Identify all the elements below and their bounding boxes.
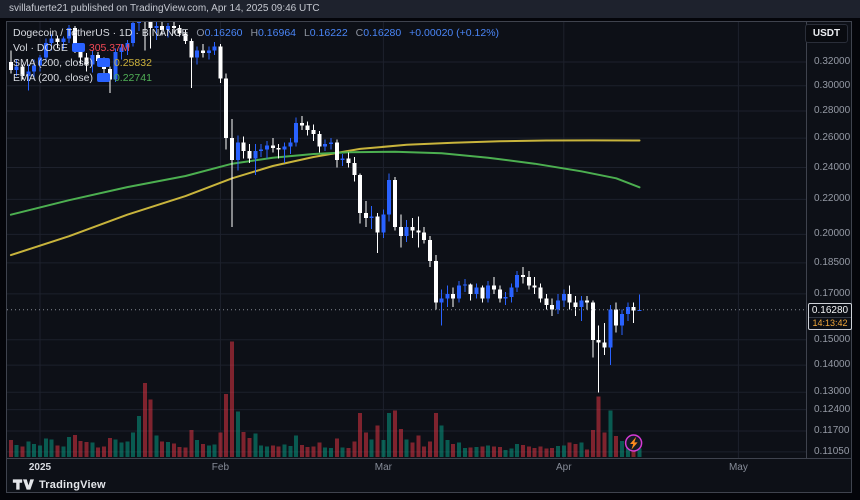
close-label: C xyxy=(355,27,364,39)
low-label: L xyxy=(303,27,310,39)
ema-indicator-label[interactable]: EMA (200, close) xyxy=(13,72,93,84)
price-tick-label: 0.14000 xyxy=(814,359,851,371)
volume-bars xyxy=(8,341,642,457)
price-tick-label: 0.26000 xyxy=(814,132,851,144)
volume-value: 305.37M xyxy=(88,42,130,54)
low-value: 0.16222 xyxy=(309,27,348,39)
ema-value: 0.22741 xyxy=(113,72,152,84)
price-tick-label: 0.30000 xyxy=(814,79,851,91)
price-tick-label: 0.22000 xyxy=(814,193,851,205)
chart-legend: Dogecoin / TetherUS · 1D · BINANCE O0.16… xyxy=(13,26,499,86)
tradingview-logo-icon xyxy=(12,479,34,490)
time-axis-label: 2025 xyxy=(28,462,52,473)
price-tick-label: 0.12400 xyxy=(814,403,851,415)
high-value: 0.16964 xyxy=(258,27,297,39)
open-value: 0.16260 xyxy=(204,27,243,39)
sma-indicator-label[interactable]: SMA (200, close) xyxy=(13,57,93,69)
price-tick-label: 0.11050 xyxy=(814,445,850,457)
time-axis-label: Apr xyxy=(556,462,572,473)
last-price-value: 0.16280 xyxy=(811,304,849,316)
ema-200-line xyxy=(9,150,641,216)
time-axis-label: May xyxy=(728,462,748,473)
time-axis-label: Feb xyxy=(211,462,230,473)
grid-lines xyxy=(7,22,806,458)
bar-countdown: 14:13:42 xyxy=(809,316,851,329)
time-axis-label: Mar xyxy=(374,462,393,473)
high-label: H xyxy=(250,27,259,39)
legend-chip-icon xyxy=(71,43,85,52)
flash-marker-icon xyxy=(624,434,643,452)
legend-chip-icon xyxy=(96,73,110,82)
last-price-label: 0.16280 14:13:42 xyxy=(808,302,852,330)
price-tick-label: 0.18500 xyxy=(814,256,851,268)
legend-chip-icon xyxy=(96,58,110,67)
publish-info-bar: svillafuerte21 published on TradingView.… xyxy=(0,0,860,18)
chart-frame: Dogecoin / TetherUS · 1D · BINANCE O0.16… xyxy=(6,21,852,493)
price-tick-label: 0.13000 xyxy=(814,386,851,398)
price-tick-label: 0.11700 xyxy=(814,425,850,436)
sma-value: 0.25832 xyxy=(113,57,152,69)
price-tick-label: 0.20000 xyxy=(814,228,851,240)
currency-button[interactable]: USDT xyxy=(805,24,848,43)
change-value: +0.00020 (+0.12%) xyxy=(409,27,500,39)
price-tick-label: 0.15000 xyxy=(814,333,851,345)
legend-sma-row: SMA (200, close) 0.25832 xyxy=(13,56,499,71)
candlestick-plot[interactable] xyxy=(7,22,806,458)
symbol-title[interactable]: Dogecoin / TetherUS · 1D · BINANCE xyxy=(13,27,189,39)
price-tick-label: 0.24000 xyxy=(814,161,851,173)
tradingview-wordmark: TradingView xyxy=(39,478,106,491)
sma-200-line xyxy=(9,139,641,257)
volume-indicator-label[interactable]: Vol · DOGE xyxy=(13,42,68,54)
candles xyxy=(8,22,642,393)
legend-symbol-row: Dogecoin / TetherUS · 1D · BINANCE O0.16… xyxy=(13,26,499,41)
tradingview-logo[interactable]: TradingView xyxy=(12,477,106,492)
price-tick-label: 0.17000 xyxy=(814,287,851,299)
legend-ema-row: EMA (200, close) 0.22741 xyxy=(13,71,499,86)
price-tick-label: 0.28000 xyxy=(814,105,851,116)
price-axis[interactable]: 0.16280 14:13:42 0.32000 0.30000 0.28000 0.… xyxy=(806,22,852,458)
publish-info-text: svillafuerte21 published on TradingView.… xyxy=(9,3,320,14)
close-value: 0.16280 xyxy=(363,27,402,39)
open-label: O xyxy=(196,27,205,39)
price-tick-label: 0.32000 xyxy=(814,56,851,67)
legend-volume-row: Vol · DOGE 305.37M xyxy=(13,41,499,56)
time-axis[interactable]: 2025 Feb Mar Apr May xyxy=(7,458,851,478)
